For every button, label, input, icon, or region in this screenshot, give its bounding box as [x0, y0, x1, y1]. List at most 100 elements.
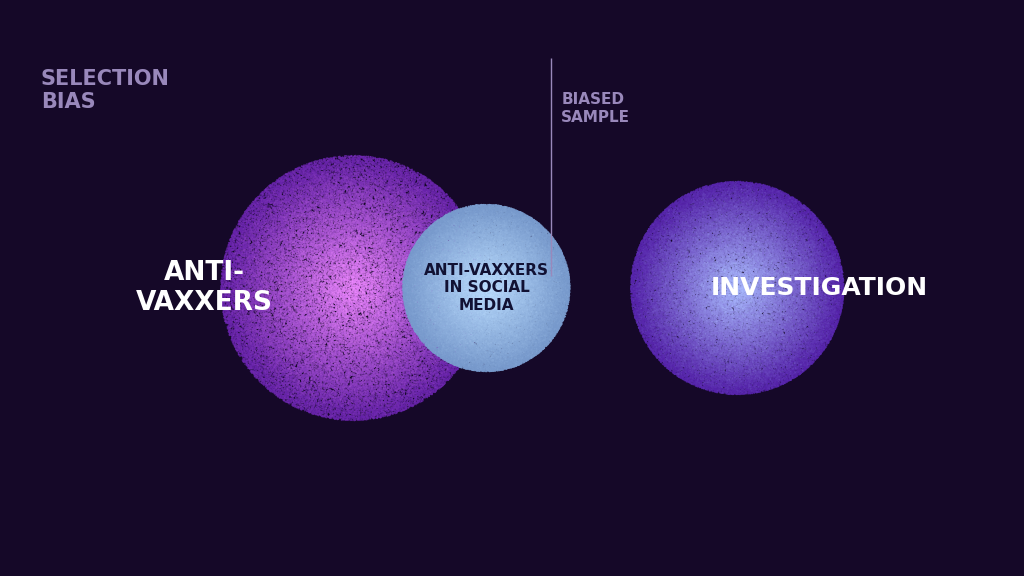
- Point: [680, 276, 696, 285]
- Point: [365, 319, 381, 328]
- Point: [298, 395, 314, 404]
- Point: [645, 225, 662, 234]
- Point: [680, 295, 696, 305]
- Point: [753, 192, 769, 202]
- Point: [702, 269, 719, 278]
- Point: [650, 308, 667, 317]
- Point: [431, 356, 447, 365]
- Point: [706, 279, 722, 289]
- Point: [734, 252, 751, 261]
- Point: [398, 268, 415, 277]
- Point: [328, 193, 344, 202]
- Point: [465, 326, 481, 335]
- Point: [721, 300, 737, 309]
- Point: [670, 342, 686, 351]
- Point: [663, 249, 679, 258]
- Point: [237, 207, 253, 216]
- Point: [503, 351, 519, 361]
- Point: [502, 336, 518, 346]
- Point: [771, 242, 787, 251]
- Point: [333, 232, 349, 241]
- Point: [741, 233, 758, 242]
- Point: [758, 364, 774, 373]
- Point: [548, 256, 564, 265]
- Point: [369, 398, 385, 407]
- Point: [801, 238, 817, 247]
- Point: [804, 283, 820, 293]
- Point: [439, 234, 456, 243]
- Point: [360, 281, 377, 290]
- Point: [798, 359, 814, 369]
- Point: [666, 279, 682, 289]
- Point: [762, 307, 778, 316]
- Point: [544, 248, 560, 257]
- Point: [684, 208, 700, 217]
- Point: [340, 313, 356, 322]
- Point: [384, 340, 400, 350]
- Point: [532, 255, 549, 264]
- Point: [420, 301, 436, 310]
- Point: [666, 203, 682, 213]
- Point: [526, 326, 543, 335]
- Point: [442, 214, 459, 223]
- Point: [686, 241, 702, 250]
- Point: [278, 254, 294, 263]
- Point: [543, 271, 559, 281]
- Point: [755, 385, 771, 394]
- Point: [444, 215, 461, 224]
- Point: [660, 325, 677, 335]
- Point: [725, 197, 741, 206]
- Point: [788, 199, 805, 208]
- Point: [725, 271, 741, 280]
- Point: [499, 270, 515, 279]
- Point: [441, 298, 458, 307]
- Point: [699, 266, 716, 275]
- Point: [703, 200, 720, 209]
- Point: [518, 310, 535, 319]
- Point: [351, 194, 368, 203]
- Point: [456, 343, 472, 353]
- Point: [541, 264, 557, 273]
- Point: [807, 337, 823, 346]
- Point: [404, 327, 421, 336]
- Point: [444, 239, 461, 248]
- Point: [300, 294, 316, 303]
- Point: [289, 329, 305, 339]
- Point: [358, 384, 375, 393]
- Point: [490, 312, 507, 321]
- Point: [791, 336, 807, 346]
- Point: [749, 198, 765, 207]
- Point: [292, 195, 308, 204]
- Point: [452, 243, 468, 252]
- Point: [339, 226, 355, 235]
- Point: [678, 202, 694, 211]
- Point: [749, 313, 765, 322]
- Point: [484, 358, 501, 367]
- Point: [642, 248, 658, 257]
- Point: [671, 254, 687, 263]
- Point: [727, 205, 743, 214]
- Point: [689, 226, 706, 236]
- Point: [713, 200, 729, 210]
- Point: [766, 237, 782, 247]
- Point: [471, 354, 487, 363]
- Point: [423, 283, 439, 293]
- Point: [750, 323, 766, 332]
- Point: [259, 380, 275, 389]
- Point: [432, 225, 449, 234]
- Point: [402, 390, 419, 399]
- Point: [319, 361, 336, 370]
- Point: [519, 325, 536, 335]
- Point: [334, 342, 350, 351]
- Point: [677, 272, 693, 282]
- Point: [404, 297, 421, 306]
- Point: [801, 346, 817, 355]
- Point: [403, 205, 420, 214]
- Point: [697, 357, 714, 366]
- Point: [299, 203, 315, 212]
- Point: [762, 301, 778, 310]
- Point: [439, 228, 456, 237]
- Point: [438, 273, 455, 282]
- Point: [369, 406, 385, 415]
- Point: [463, 241, 479, 251]
